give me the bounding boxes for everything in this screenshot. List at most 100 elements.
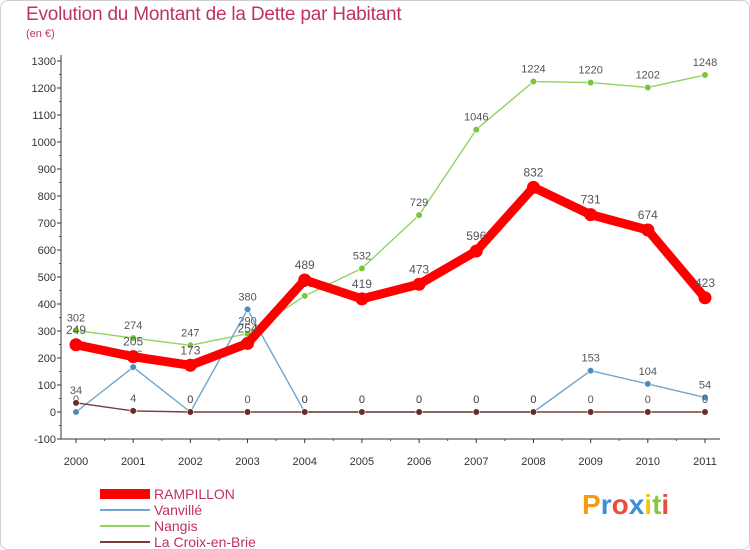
chart-title: Evolution du Montant de la Dette par Hab… bbox=[26, 4, 402, 25]
data-point bbox=[301, 408, 309, 416]
data-label: 423 bbox=[695, 276, 715, 290]
data-label: 1220 bbox=[578, 65, 602, 77]
data-point bbox=[587, 367, 595, 375]
series-line-rampillon bbox=[71, 182, 710, 370]
x-tick-label: 2005 bbox=[350, 456, 374, 468]
x-tick-label: 2010 bbox=[636, 456, 660, 468]
data-point bbox=[186, 341, 194, 349]
data-label: 247 bbox=[181, 327, 199, 339]
series-line-nangis bbox=[75, 74, 706, 347]
data-point bbox=[186, 408, 194, 416]
data-point bbox=[126, 350, 140, 364]
data-label: 0 bbox=[530, 394, 536, 406]
legend-swatch-vanville bbox=[100, 509, 150, 511]
data-label: 380 bbox=[238, 291, 256, 303]
logo-letter: i bbox=[644, 489, 653, 520]
data-label: 249 bbox=[66, 323, 86, 337]
data-point bbox=[72, 399, 80, 407]
data-label: 532 bbox=[353, 250, 371, 262]
data-point bbox=[472, 408, 480, 416]
x-tick-label: 2009 bbox=[578, 456, 602, 468]
logo-letter: t bbox=[652, 489, 662, 520]
data-point bbox=[529, 77, 538, 86]
data-point bbox=[529, 408, 538, 416]
y-tick-label: 300 bbox=[38, 326, 56, 338]
data-label: 0 bbox=[416, 394, 422, 406]
data-label: 0 bbox=[530, 394, 536, 406]
legend-label-vanville: Vanvillé bbox=[154, 502, 202, 518]
data-label: 0 bbox=[187, 394, 193, 406]
chart-legend: RAMPILLON Vanvillé Nangis La Croix-en-Br… bbox=[100, 486, 256, 550]
data-label: 473 bbox=[409, 262, 429, 276]
legend-item-la-croix-en-brie: La Croix-en-Brie bbox=[100, 534, 256, 550]
data-label: 674 bbox=[638, 208, 658, 222]
data-label: 0 bbox=[416, 394, 422, 406]
y-tick-label: 1300 bbox=[32, 56, 56, 68]
x-tick-label: 2004 bbox=[292, 456, 316, 468]
chart-subtitle: (en €) bbox=[26, 28, 55, 40]
x-tick-label: 2006 bbox=[407, 456, 431, 468]
data-label: 731 bbox=[581, 193, 601, 207]
data-label: 1224 bbox=[521, 64, 545, 76]
data-point bbox=[72, 408, 80, 416]
legend-item-rampillon: RAMPILLON bbox=[100, 486, 256, 502]
data-point bbox=[301, 292, 309, 300]
data-label: 489 bbox=[295, 258, 315, 272]
data-label: 104 bbox=[639, 366, 657, 378]
data-point bbox=[701, 408, 709, 416]
data-label: 34 bbox=[70, 385, 82, 397]
logo-letter: o bbox=[611, 489, 629, 520]
data-point bbox=[644, 408, 652, 416]
data-point bbox=[644, 83, 652, 92]
x-tick-label: 2000 bbox=[64, 456, 88, 468]
data-label: 0 bbox=[645, 394, 651, 406]
data-label: 1202 bbox=[636, 69, 660, 81]
y-tick-label: 1200 bbox=[32, 83, 56, 95]
y-tick-label: 200 bbox=[38, 353, 56, 365]
data-point bbox=[355, 292, 369, 306]
y-tick-label: 600 bbox=[38, 245, 56, 257]
data-point bbox=[415, 211, 423, 219]
data-point bbox=[358, 264, 366, 272]
logo-letter: r bbox=[600, 489, 612, 520]
data-point bbox=[69, 338, 83, 352]
data-label: 0 bbox=[244, 394, 250, 406]
legend-label-rampillon: RAMPILLON bbox=[154, 486, 235, 502]
data-label: 274 bbox=[124, 320, 142, 332]
x-tick-label: 2002 bbox=[178, 456, 202, 468]
y-tick-label: 800 bbox=[38, 191, 56, 203]
data-point bbox=[587, 78, 595, 87]
data-label: 0 bbox=[187, 394, 193, 406]
data-label: 0 bbox=[702, 394, 708, 406]
data-point bbox=[129, 363, 137, 371]
data-point bbox=[587, 408, 595, 416]
data-point bbox=[358, 408, 366, 416]
y-tick-label: 900 bbox=[38, 164, 56, 176]
data-label: 4 bbox=[130, 393, 136, 405]
data-label: 0 bbox=[302, 394, 308, 406]
x-tick-label: 2003 bbox=[235, 456, 259, 468]
data-point bbox=[698, 291, 712, 305]
data-point bbox=[243, 305, 252, 314]
data-label: 54 bbox=[699, 379, 711, 391]
data-point bbox=[701, 393, 709, 402]
data-label: 205 bbox=[123, 335, 143, 349]
legend-item-nangis: Nangis bbox=[100, 518, 256, 534]
data-label: 419 bbox=[352, 277, 372, 291]
logo-letter: P bbox=[582, 489, 601, 520]
legend-item-vanville: Vanvillé bbox=[100, 502, 256, 518]
data-label: 0 bbox=[359, 394, 365, 406]
y-tick-label: 500 bbox=[38, 272, 56, 284]
series-line-la-croix-en-brie bbox=[75, 402, 706, 413]
data-point bbox=[584, 208, 598, 222]
data-label: 0 bbox=[473, 394, 479, 406]
legend-swatch-rampillon bbox=[100, 489, 150, 499]
y-tick-label: 100 bbox=[38, 380, 56, 392]
legend-swatch-nangis bbox=[100, 525, 150, 527]
logo-letter: i bbox=[661, 489, 670, 520]
data-point bbox=[129, 407, 137, 415]
data-point bbox=[526, 180, 540, 194]
data-label: 0 bbox=[302, 394, 308, 406]
